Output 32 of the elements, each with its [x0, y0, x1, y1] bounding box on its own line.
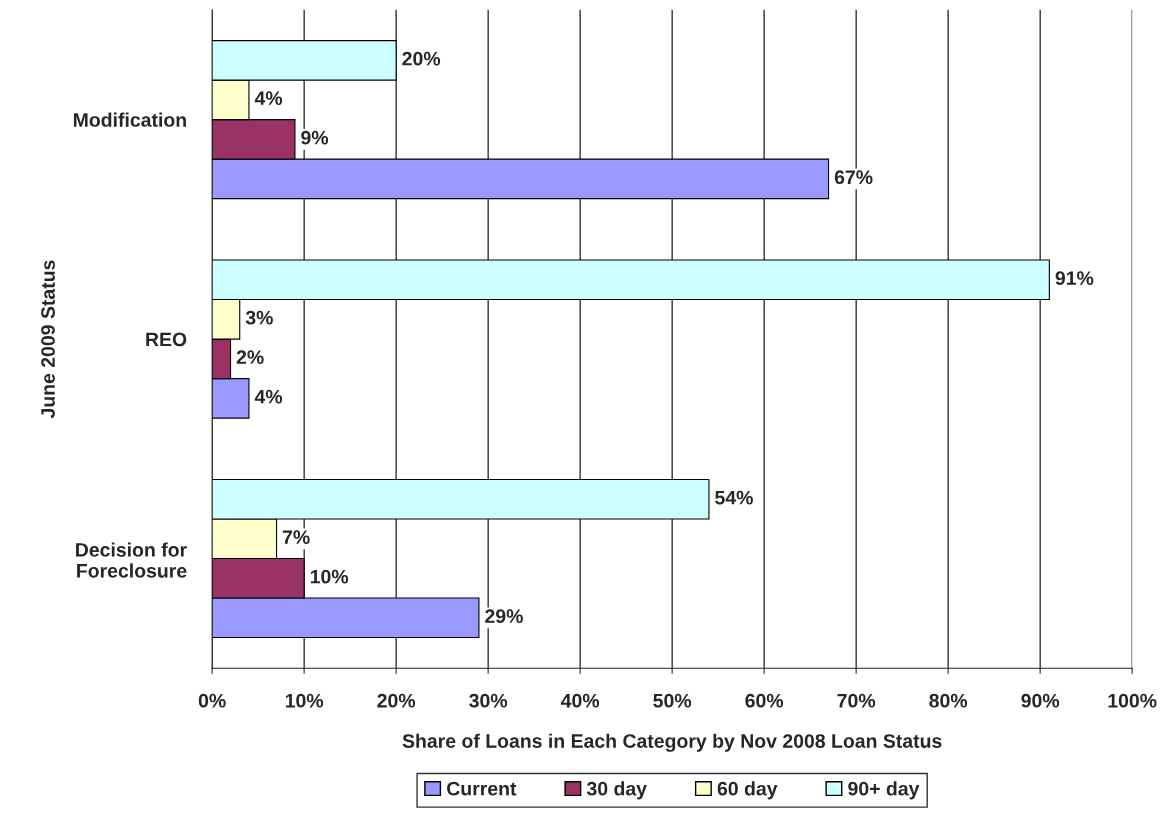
legend-label: 60 day [717, 781, 778, 800]
data-label: 4% [254, 91, 283, 106]
y-tick-label: Modification [73, 112, 186, 127]
data-label: 2% [236, 350, 264, 365]
data-label: 67% [834, 170, 873, 185]
y-axis-title: June 2009 Status [41, 260, 55, 419]
x-tick-label: 70% [837, 693, 876, 708]
x-tick-label: 10% [285, 693, 324, 708]
y-tick-label: REO [146, 332, 187, 347]
legend-label: 90+ day [848, 781, 920, 800]
data-label: 4% [254, 389, 283, 404]
x-tick-label: 100% [1108, 693, 1157, 708]
x-tick-label: 30% [469, 693, 508, 708]
legend-label: 30 day [586, 781, 647, 800]
data-label: 91% [1055, 271, 1094, 286]
x-tick-label: 50% [653, 693, 692, 708]
x-tick-label: 90% [1021, 693, 1060, 708]
data-label: 20% [402, 51, 441, 66]
data-label: 10% [310, 569, 349, 584]
x-tick-label: 80% [929, 693, 968, 708]
x-axis-title: Share of Loans in Each Category by Nov 2008 Loan Status [402, 733, 942, 752]
data-label: 7% [282, 530, 310, 544]
data-label: 3% [245, 310, 273, 325]
legend-label: Current [447, 781, 517, 796]
data-label: 9% [301, 130, 329, 145]
x-tick-label: 40% [560, 693, 600, 708]
x-tick-label: 0% [198, 693, 226, 708]
x-tick-label: 20% [377, 693, 416, 708]
data-label: 54% [715, 490, 753, 505]
y-tick-label: Decision for Foreclosure [76, 542, 187, 578]
x-tick-label: 60% [745, 693, 784, 708]
data-label: 29% [485, 609, 523, 624]
